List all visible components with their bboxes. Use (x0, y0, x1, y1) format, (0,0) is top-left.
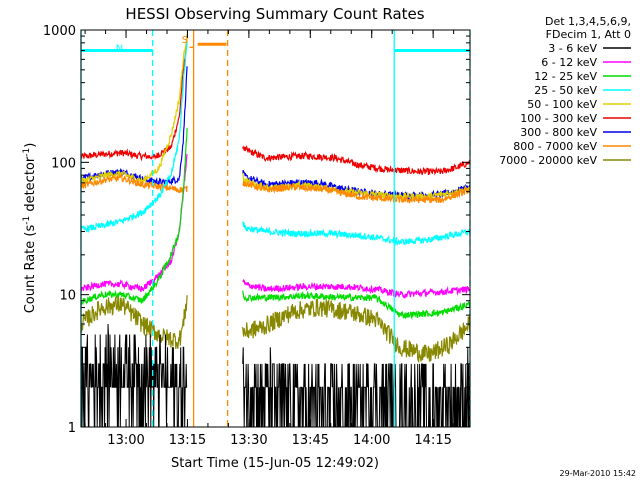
series-line-8-1 (242, 347, 470, 428)
series-line-7-0 (80, 295, 188, 350)
footer-date: 29-Mar-2010 15:42 (560, 469, 637, 478)
y-axis-label-sup2: -1 (22, 148, 32, 157)
x-tick-label-0: 13:00 (107, 433, 144, 448)
x-tick-label-5: 14:15 (414, 433, 451, 448)
axes-layer: 1 10 100 1000 13:00 13:15 13:30 13:45 14:00 14:15 (43, 24, 470, 448)
n-flag-label: N (116, 43, 123, 54)
y-axis-label-main: Count Rate (s (23, 225, 38, 314)
legend: Det 1,3,4,5,6,9, FDecim 1, Att 0 3 - 6 k… (499, 15, 631, 167)
data-layer: NS (80, 30, 471, 428)
y-tick-label-3: 1000 (43, 24, 76, 39)
y-tick-label-1: 10 (59, 289, 76, 304)
legend-label-5: 100 - 300 keV (520, 112, 597, 125)
series-line-8-0 (80, 323, 188, 428)
series-line-0-1 (242, 144, 471, 176)
legend-label-7: 800 - 7000 keV (513, 140, 597, 153)
y-axis-label-end: ) (23, 143, 38, 148)
series-line-2-0 (80, 33, 188, 184)
x-tick-label-2: 13:30 (230, 433, 267, 448)
series-line-5-1 (242, 278, 471, 299)
legend-header-2: FDecim 1, Att 0 (546, 28, 631, 41)
series-line-3-1 (242, 180, 471, 204)
y-tick-label-2: 100 (51, 156, 76, 171)
y-axis-label-sup1: -1 (22, 216, 32, 225)
series-line-6-1 (242, 290, 471, 321)
series-line-0-0 (80, 35, 188, 162)
s-flag-label: S (182, 35, 188, 46)
x-tick-label-1: 13:15 (169, 433, 206, 448)
y-tick-label-0: 1 (68, 421, 76, 436)
legend-header-1: Det 1,3,4,5,6,9, (545, 15, 631, 28)
plot-frame (80, 29, 471, 428)
series-line-4-1 (242, 221, 471, 247)
x-tick-label-3: 13:45 (292, 433, 329, 448)
y-axis-label: Count Rate (s-1 detector-1) (22, 143, 38, 314)
series-line-3-0 (80, 172, 188, 193)
series-line-1-0 (80, 66, 188, 187)
series-line-6-0 (80, 127, 188, 306)
legend-label-4: 50 - 100 keV (527, 98, 597, 111)
legend-label-8: 7000 - 20000 keV (499, 154, 597, 167)
y-axis-label-mid: detector (23, 156, 38, 216)
legend-label-1: 6 - 12 keV (541, 56, 597, 69)
series-line-4-0 (80, 41, 188, 234)
legend-label-3: 25 - 50 keV (534, 84, 597, 97)
legend-label-0: 3 - 6 keV (548, 42, 597, 55)
chart-title: HESSI Observing Summary Count Rates (125, 5, 424, 23)
legend-label-6: 300 - 800 keV (520, 126, 597, 139)
x-tick-label-4: 14:00 (353, 433, 390, 448)
series-line-7-1 (242, 298, 471, 364)
legend-label-2: 12 - 25 keV (534, 70, 597, 83)
x-axis-label: Start Time (15-Jun-05 12:49:02) (171, 456, 379, 471)
